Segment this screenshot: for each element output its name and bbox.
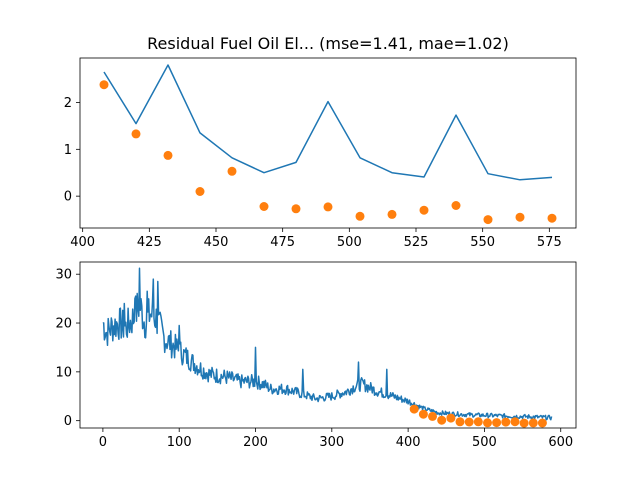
- scatter-point-forecast: [537, 418, 547, 428]
- scatter-point-forecast: [419, 205, 429, 215]
- plot-area: [102, 267, 553, 428]
- x-tick-label: 0: [99, 435, 107, 450]
- bottom-chart: 0 100 200 300 400 500 600 0 10 20 30: [55, 261, 577, 450]
- scatter-point-forecast: [464, 417, 474, 427]
- y-tick-label: 2: [64, 96, 72, 111]
- plot-area: [99, 64, 557, 225]
- y-tick-label: 0: [64, 414, 72, 429]
- scatter-point-forecast: [227, 166, 237, 176]
- scatter-point-forecast: [355, 211, 365, 221]
- scatter-point-forecast: [195, 187, 205, 196]
- y-tick-label: 1: [64, 143, 72, 158]
- x-tick-label: 600: [548, 435, 573, 450]
- scatter-point-forecast: [446, 413, 456, 423]
- scatter-point-forecast: [473, 417, 483, 427]
- scatter-point-forecast: [418, 409, 428, 419]
- plot-frame: [79, 57, 577, 229]
- x-tick-label: 425: [137, 235, 162, 250]
- scatter-point-forecast: [99, 80, 109, 90]
- scatter-point-forecast: [437, 415, 447, 425]
- series-line-actual: [103, 64, 553, 181]
- scatter-point-forecast: [515, 212, 525, 222]
- y-tick-label: 30: [55, 268, 72, 283]
- top-chart: Residual Fuel Oil El... (mse=1.41, mae=1…: [64, 34, 577, 250]
- scatter-point-forecast: [483, 418, 492, 428]
- x-tick-label: 550: [470, 235, 495, 250]
- scatter-point-forecast: [323, 202, 333, 212]
- x-tick-label: 200: [243, 435, 268, 450]
- x-tick-label: 575: [537, 235, 562, 250]
- scatter-point-forecast: [519, 418, 529, 428]
- scatter-point-forecast: [483, 215, 493, 225]
- x-tick-label: 475: [270, 235, 295, 250]
- x-tick-label: 400: [70, 235, 95, 250]
- scatter-point-forecast: [547, 213, 557, 223]
- y-tick-label: 0: [64, 190, 72, 205]
- scatter-point-forecast: [510, 417, 520, 427]
- scatter-point-forecast: [492, 418, 502, 428]
- scatter-point-forecast: [291, 204, 301, 214]
- scatter-point-forecast: [259, 202, 269, 211]
- scatter-point-forecast: [163, 150, 173, 160]
- top-chart-title: Residual Fuel Oil El... (mse=1.41, mae=1…: [147, 34, 509, 53]
- plot-frame: [79, 261, 577, 429]
- x-tick-label: 525: [404, 235, 429, 250]
- x-tick-label: 400: [396, 435, 421, 450]
- scatter-point-forecast: [409, 404, 419, 414]
- scatter-point-forecast: [131, 129, 141, 139]
- y-tick-label: 10: [55, 365, 72, 380]
- x-tick-label: 300: [319, 435, 344, 450]
- x-tick-label: 450: [204, 235, 229, 250]
- x-tick-label: 500: [337, 235, 362, 250]
- x-tick-label: 100: [167, 435, 192, 450]
- x-tick-label: 500: [472, 435, 497, 450]
- scatter-point-forecast: [528, 418, 538, 428]
- scatter-point-forecast: [387, 209, 397, 219]
- scatter-point-forecast: [455, 417, 465, 427]
- series-line-history: [102, 267, 553, 421]
- scatter-point-forecast: [501, 417, 511, 427]
- y-tick-label: 20: [55, 317, 72, 332]
- scatter-point-forecast: [451, 201, 461, 210]
- scatter-point-forecast: [428, 411, 437, 421]
